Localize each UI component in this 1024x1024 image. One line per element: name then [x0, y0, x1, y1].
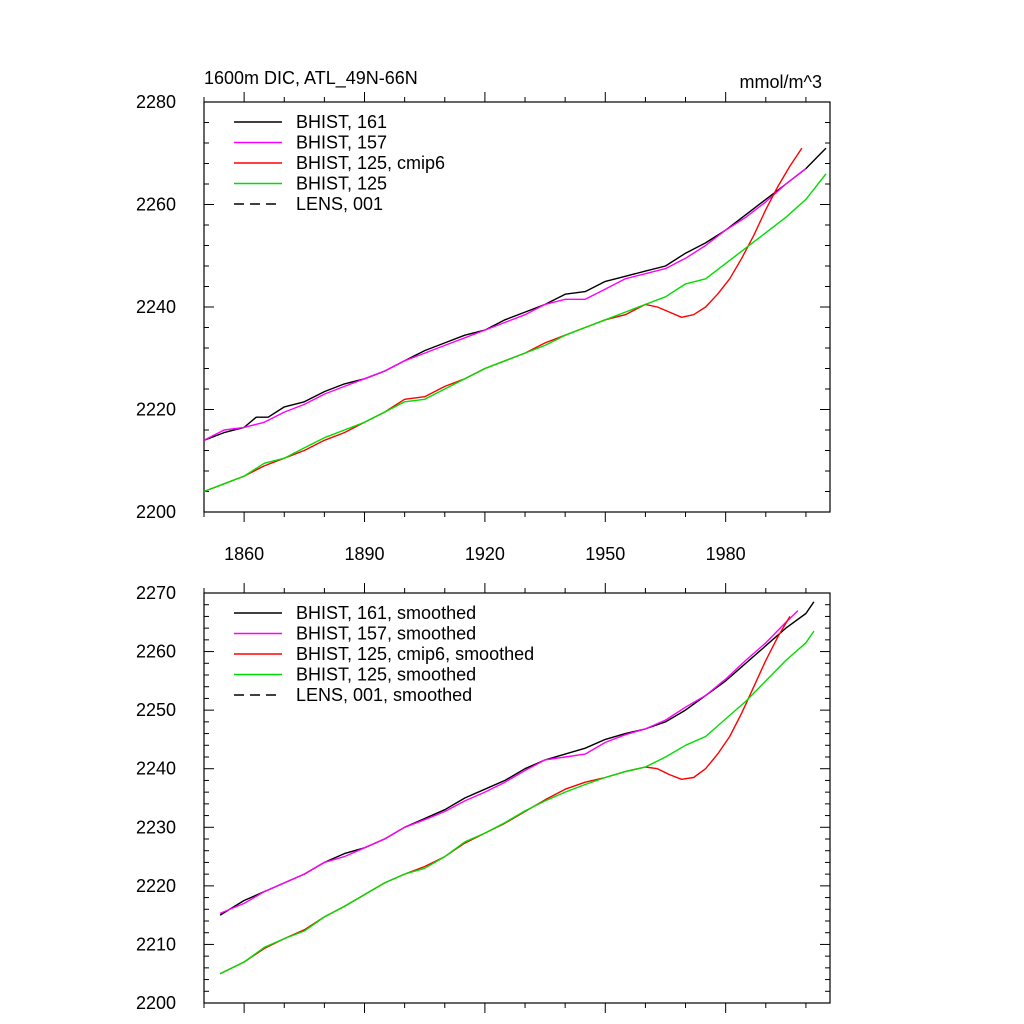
x-tick-label: 1950 — [585, 544, 625, 564]
legend-label: BHIST, 125, cmip6, smoothed — [296, 644, 534, 664]
y-tick-label: 2200 — [136, 502, 176, 522]
y-tick-label: 2240 — [136, 297, 176, 317]
series-line-3 — [203, 173, 827, 493]
top-chart-panel: 2200 2220 2240 2260 2280 1860 1890 1920 1950 1980… — [136, 68, 831, 564]
y-tick-label: 2280 — [136, 92, 176, 112]
x-tick-label: 1980 — [706, 544, 746, 564]
chart-title: 1600m DIC, ATL_49N-66N — [204, 68, 418, 89]
y-tick-label: 2220 — [136, 400, 176, 420]
y-tick-label: 2260 — [136, 642, 176, 662]
y-tick-label: 2210 — [136, 934, 176, 954]
x-tick-label: 1860 — [224, 544, 264, 564]
legend-label: BHIST, 157 — [296, 133, 387, 153]
legend-label: BHIST, 125, cmip6 — [296, 153, 445, 173]
legend-label: BHIST, 157, smoothed — [296, 624, 476, 644]
y-tick-label: 2220 — [136, 876, 176, 896]
series-line-1 — [203, 168, 807, 441]
legend-label: BHIST, 161 — [296, 112, 387, 132]
series-line-3 — [219, 630, 815, 975]
y-tick-label: 2200 — [136, 993, 176, 1013]
legend-label: LENS, 001 — [296, 194, 383, 214]
bottom-chart-panel: 2200 2210 2220 2230 2240 2250 2260 2270 BHIST, 1… — [136, 583, 831, 1013]
x-tick-label: 1920 — [465, 544, 505, 564]
units-label: mmol/m^3 — [740, 72, 822, 92]
y-tick-label: 2260 — [136, 195, 176, 215]
legend-label: BHIST, 161, smoothed — [296, 603, 476, 623]
series-line-2 — [203, 147, 803, 493]
legend-label: BHIST, 125, smoothed — [296, 665, 476, 685]
legend-label: BHIST, 125 — [296, 174, 387, 194]
legend-label: LENS, 001, smoothed — [296, 685, 472, 705]
y-tick-label: 2250 — [136, 700, 176, 720]
x-tick-label: 1890 — [344, 544, 384, 564]
plot-frame — [203, 592, 831, 1004]
series-line-1 — [219, 610, 799, 915]
y-tick-label: 2270 — [136, 583, 176, 603]
y-tick-label: 2240 — [136, 759, 176, 779]
y-tick-label: 2230 — [136, 817, 176, 837]
